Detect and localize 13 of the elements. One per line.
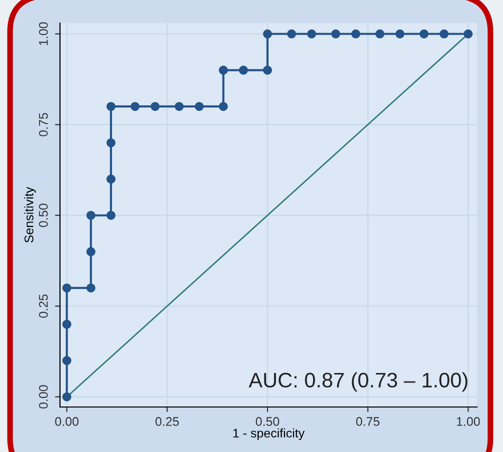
x-tick-label: 0.75 — [356, 417, 380, 426]
x-tick-label: 1.00 — [456, 417, 480, 426]
y-axis-title: Sensitivity — [24, 186, 36, 243]
x-tick-label: 0.25 — [155, 417, 179, 426]
y-tick-label: 0.75 — [38, 112, 48, 136]
x-tick-label: 0.00 — [55, 417, 78, 426]
x-tick-label: 0.50 — [256, 417, 280, 426]
y-tick-label: 0.00 — [38, 385, 48, 409]
y-tick-label: 0.50 — [38, 204, 48, 228]
annotation: AUC: 0.87 (0.73 – 1.00) — [248, 372, 468, 392]
x-axis-title: 1 - specificity — [233, 428, 305, 440]
y-tick-label: 0.25 — [38, 294, 48, 318]
y-tick-label: 1.00 — [38, 22, 48, 46]
